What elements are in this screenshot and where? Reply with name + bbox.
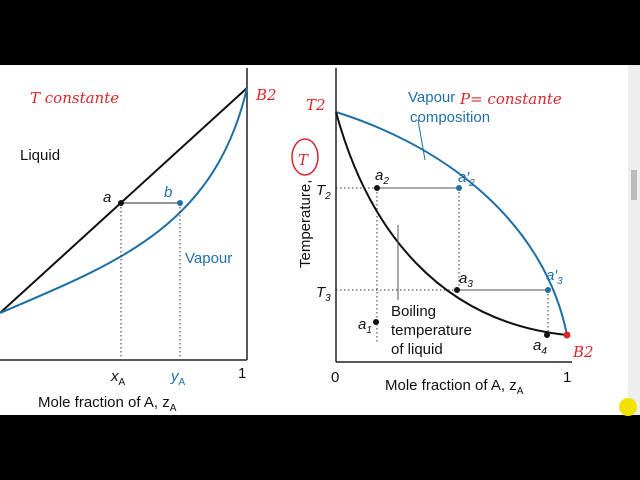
- axis-title: Temperature,: [297, 180, 314, 268]
- subscript: 4: [541, 346, 547, 357]
- tick-label: T: [316, 182, 327, 199]
- point: [373, 319, 379, 325]
- label: a: [375, 167, 383, 184]
- tick-label: yA: [170, 368, 186, 388]
- tick-label: xA: [110, 368, 126, 388]
- label: a: [533, 337, 541, 354]
- subscript: 2: [468, 178, 475, 189]
- point: [456, 185, 462, 191]
- subscript: A: [170, 403, 177, 414]
- label: a: [358, 316, 366, 333]
- label: Vapour: [185, 250, 232, 267]
- label: a4: [533, 337, 547, 357]
- left-diagram: T constante B2 Liquid a b Vapour xA yA 1…: [0, 68, 277, 414]
- label: a: [459, 270, 467, 287]
- axis-title: Mole fraction of A, z: [385, 377, 517, 394]
- subscript: 2: [324, 191, 331, 202]
- subscript: 3: [467, 279, 473, 290]
- tick-label: x: [110, 368, 119, 385]
- vapour-curve: [335, 111, 568, 336]
- point: [374, 185, 380, 191]
- label: b: [164, 184, 172, 201]
- subscript: A: [179, 377, 186, 388]
- circle-mark: [291, 138, 319, 176]
- label: Liquid: [20, 147, 60, 164]
- label: a′: [458, 169, 470, 186]
- label: a1: [358, 316, 372, 336]
- annotation: T constante: [30, 89, 119, 107]
- label: a′2: [458, 169, 475, 189]
- axis-title: Mole fraction of A, z: [38, 394, 170, 411]
- tick-label: 0: [331, 369, 339, 386]
- scroll-thumb[interactable]: [631, 170, 637, 200]
- label: a3: [459, 270, 473, 290]
- slide: [0, 65, 640, 415]
- subscript: A: [517, 386, 524, 397]
- scrollbar: [628, 65, 640, 415]
- axis-title: Mole fraction of A, zA: [38, 394, 177, 414]
- axis-title: Mole fraction of A, zA: [385, 377, 524, 397]
- label: Vapour: [408, 89, 455, 106]
- point: [177, 200, 183, 206]
- point: [544, 332, 550, 338]
- subscript: A: [119, 377, 126, 388]
- label: of liquid: [391, 341, 443, 358]
- annotation: P= constante: [459, 90, 562, 108]
- subscript: 3: [325, 293, 331, 304]
- label: a: [103, 189, 111, 206]
- subscript: 1: [366, 325, 372, 336]
- right-diagram: T2 T Vapour composition P= constante Tem…: [291, 68, 594, 397]
- tick-label: T2: [316, 182, 331, 202]
- label: a′: [546, 267, 558, 284]
- label: temperature: [391, 322, 472, 339]
- label: a′3: [546, 267, 563, 287]
- liquid-curve: [335, 111, 568, 336]
- point: [563, 331, 571, 339]
- liquid-line: [0, 87, 248, 314]
- tick-label: 1: [238, 365, 246, 382]
- tick-label: T3: [316, 284, 331, 304]
- tick-label: T: [316, 284, 327, 301]
- label: composition: [410, 109, 490, 126]
- point: [118, 200, 124, 206]
- subscript: 3: [557, 276, 563, 287]
- annotation: B2: [572, 343, 594, 361]
- point: [545, 287, 551, 293]
- annotation: T2: [306, 96, 326, 114]
- label: Boiling: [391, 303, 436, 320]
- pointer: [417, 119, 426, 161]
- cursor: [619, 398, 637, 416]
- vapour-curve: [0, 87, 248, 314]
- label: a2: [375, 167, 389, 187]
- subscript: 2: [382, 176, 389, 187]
- tick-label: y: [170, 368, 180, 385]
- point: [454, 287, 460, 293]
- annotation: T: [298, 151, 309, 169]
- tick-label: 1: [563, 369, 571, 386]
- annotation: B2: [255, 86, 277, 104]
